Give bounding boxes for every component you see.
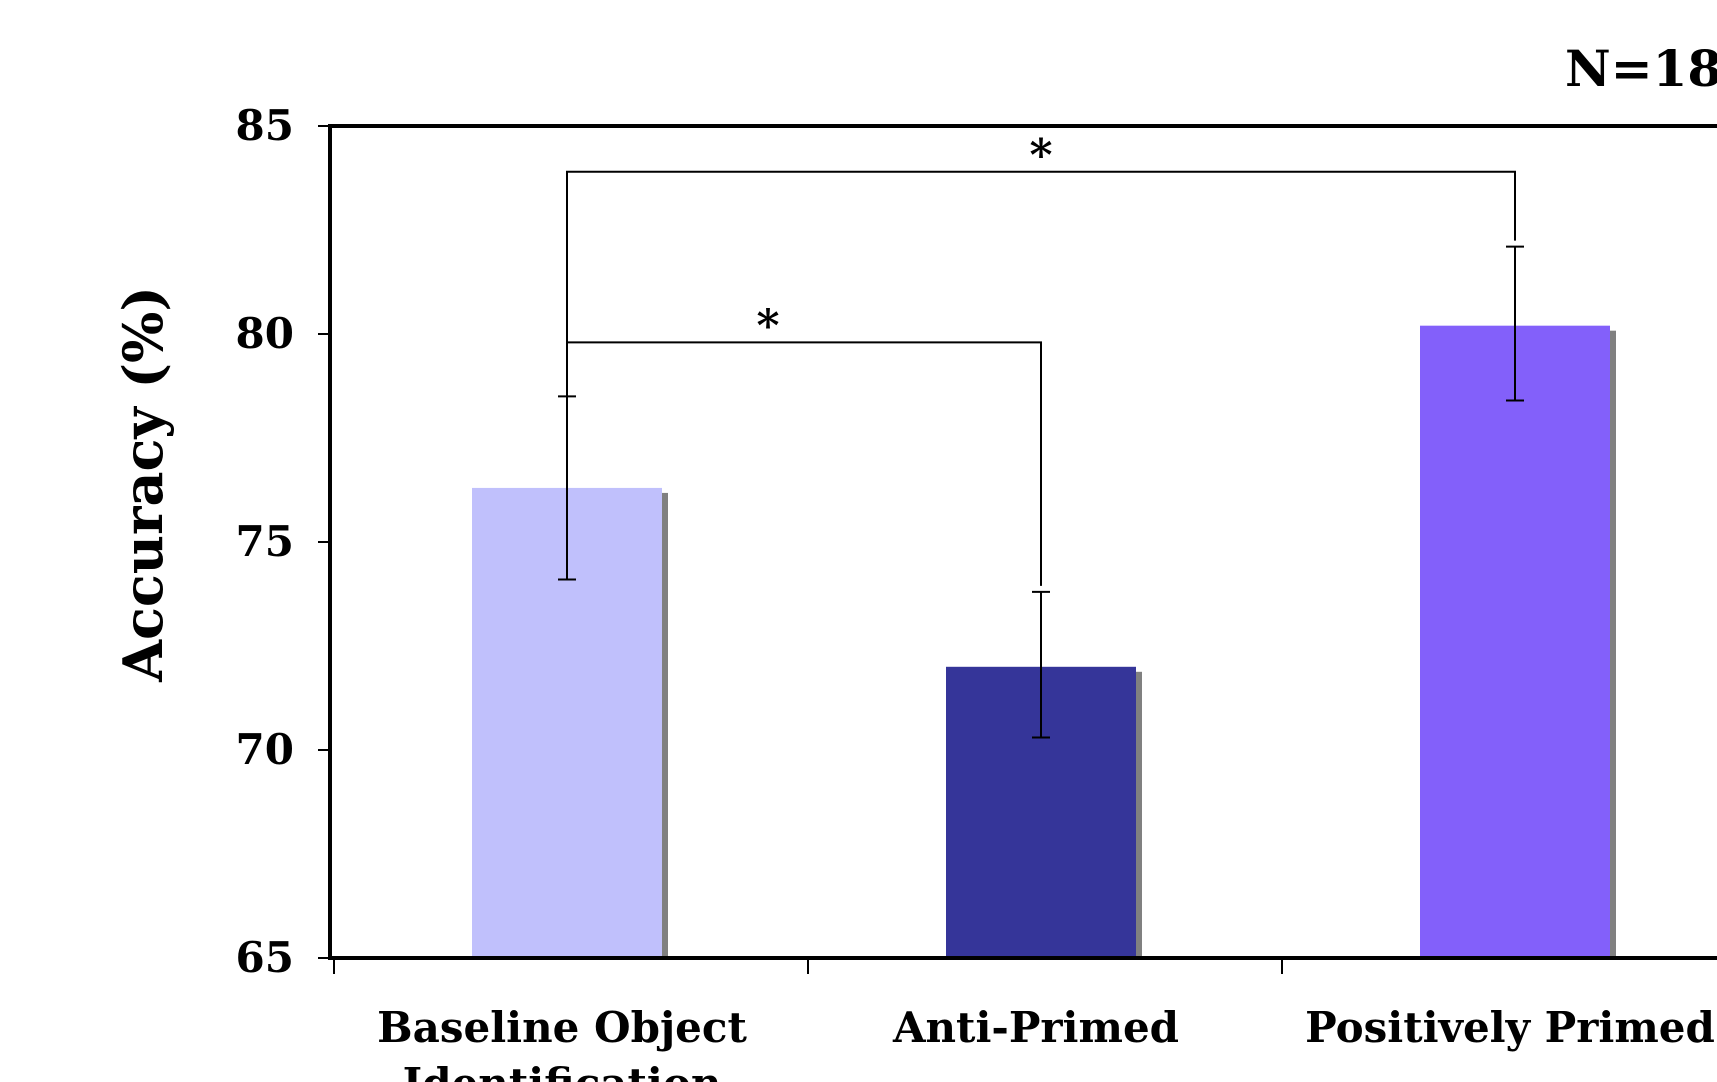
- y-tick-label: 65: [236, 933, 294, 982]
- y-axis-label: Accuracy (%): [111, 286, 175, 683]
- plot-area: 65 70 75 80 85 Baseline Object Identification A…: [236, 101, 1717, 1082]
- significance-marker: *: [756, 300, 779, 351]
- y-tick-label: 80: [236, 309, 294, 358]
- sample-size-annotation: N=18: [1565, 39, 1717, 98]
- x-category-label: Anti-Primed: [892, 1003, 1179, 1052]
- x-category-label: Baseline Object: [377, 1003, 747, 1052]
- x-category-label: Positively Primed: [1305, 1003, 1715, 1052]
- x-category-label: Identification: [403, 1059, 722, 1082]
- bar-2: [1420, 325, 1610, 958]
- significance-bracket: [566, 170, 1516, 397]
- y-tick-label: 85: [236, 101, 294, 150]
- y-tick-label: 75: [236, 517, 294, 566]
- y-tick-label: 70: [236, 725, 294, 774]
- significance-marker: *: [1029, 130, 1052, 181]
- significance-bracket: [566, 341, 1042, 586]
